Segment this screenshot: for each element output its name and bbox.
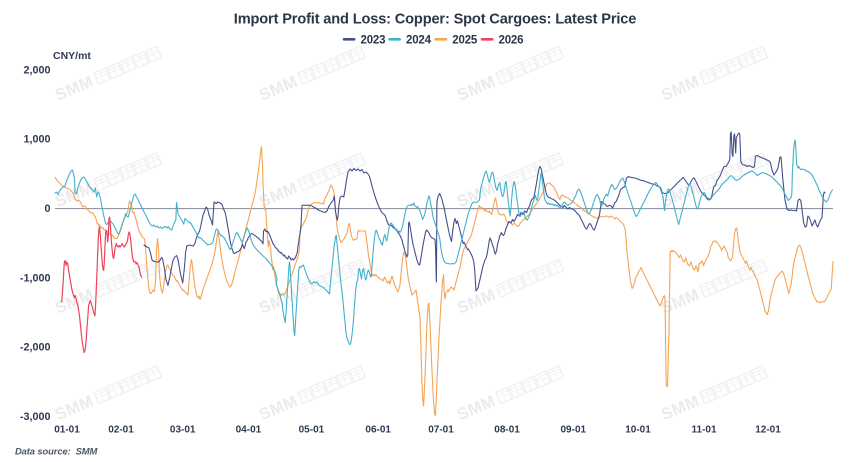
svg-text:0: 0 — [44, 203, 50, 215]
svg-text:-1,000: -1,000 — [20, 272, 51, 284]
svg-text:04-01: 04-01 — [236, 425, 262, 436]
svg-text:-2,000: -2,000 — [20, 342, 51, 354]
svg-text:2023: 2023 — [361, 34, 386, 46]
svg-text:1,000: 1,000 — [23, 134, 50, 146]
svg-text:2,000: 2,000 — [23, 64, 50, 76]
svg-text:11-01: 11-01 — [691, 425, 716, 436]
svg-text:03-01: 03-01 — [170, 425, 196, 436]
svg-text:01-01: 01-01 — [54, 425, 80, 436]
svg-text:2025: 2025 — [452, 34, 478, 46]
svg-text:Import Profit and Loss: Copper: Import Profit and Loss: Copper: Spot Car… — [234, 12, 636, 28]
svg-text:09-01: 09-01 — [561, 425, 587, 436]
svg-text:Data source: SMM: Data source: SMM — [15, 446, 97, 457]
svg-text:07-01: 07-01 — [428, 425, 454, 436]
svg-text:2024: 2024 — [406, 34, 432, 46]
svg-text:CNY/mt: CNY/mt — [53, 50, 91, 62]
svg-text:10-01: 10-01 — [625, 425, 651, 436]
svg-text:2026: 2026 — [499, 34, 524, 46]
svg-text:05-01: 05-01 — [299, 425, 325, 436]
svg-text:08-01: 08-01 — [494, 425, 520, 436]
svg-text:06-01: 06-01 — [365, 425, 391, 436]
svg-text:12-01: 12-01 — [755, 425, 781, 436]
svg-text:-3,000: -3,000 — [20, 411, 51, 423]
svg-text:02-01: 02-01 — [108, 425, 134, 436]
